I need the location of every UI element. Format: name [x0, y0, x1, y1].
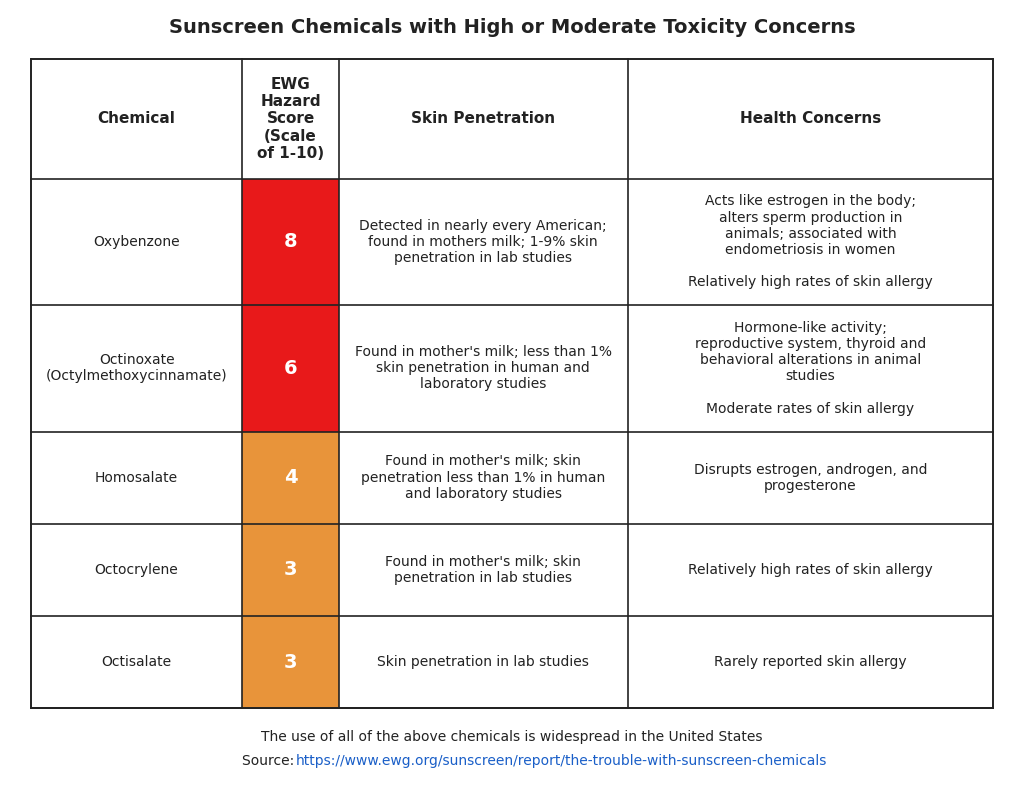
- Text: EWG
Hazard
Score
(Scale
of 1-10): EWG Hazard Score (Scale of 1-10): [257, 76, 325, 161]
- Text: 8: 8: [284, 232, 297, 251]
- Text: Rarely reported skin allergy: Rarely reported skin allergy: [714, 655, 906, 669]
- Text: 3: 3: [284, 560, 297, 579]
- Text: Acts like estrogen in the body;
alters sperm production in
animals; associated w: Acts like estrogen in the body; alters s…: [688, 194, 933, 290]
- Text: Skin penetration in lab studies: Skin penetration in lab studies: [377, 655, 589, 669]
- Bar: [243, 305, 339, 431]
- Text: https://www.ewg.org/sunscreen/report/the-trouble-with-sunscreen-chemicals: https://www.ewg.org/sunscreen/report/the…: [296, 754, 827, 768]
- Bar: [243, 524, 339, 616]
- Bar: [243, 431, 339, 524]
- Text: Relatively high rates of skin allergy: Relatively high rates of skin allergy: [688, 563, 933, 577]
- Text: 3: 3: [284, 652, 297, 671]
- Text: Health Concerns: Health Concerns: [739, 111, 881, 127]
- Bar: [243, 616, 339, 708]
- Text: The use of all of the above chemicals is widespread in the United States: The use of all of the above chemicals is…: [261, 730, 763, 745]
- Text: Octocrylene: Octocrylene: [95, 563, 178, 577]
- Text: Source:: Source:: [243, 754, 299, 768]
- Text: Sunscreen Chemicals with High or Moderate Toxicity Concerns: Sunscreen Chemicals with High or Moderat…: [169, 18, 855, 37]
- Bar: [31, 59, 993, 708]
- Text: Detected in nearly every American;
found in mothers milk; 1-9% skin
penetration : Detected in nearly every American; found…: [359, 219, 607, 265]
- Text: Octisalate: Octisalate: [101, 655, 172, 669]
- Text: 4: 4: [284, 468, 297, 487]
- Text: Homosalate: Homosalate: [95, 471, 178, 485]
- Text: 6: 6: [284, 359, 297, 378]
- Text: Skin Penetration: Skin Penetration: [411, 111, 555, 127]
- Text: Hormone-like activity;
reproductive system, thyroid and
behavioral alterations i: Hormone-like activity; reproductive syst…: [694, 321, 926, 416]
- Text: Found in mother's milk; skin
penetration less than 1% in human
and laboratory st: Found in mother's milk; skin penetration…: [361, 454, 605, 501]
- Text: Disrupts estrogen, androgen, and
progesterone: Disrupts estrogen, androgen, and progest…: [693, 463, 927, 493]
- Text: Octinoxate
(Octylmethoxycinnamate): Octinoxate (Octylmethoxycinnamate): [46, 353, 227, 383]
- Bar: [243, 179, 339, 305]
- Text: Found in mother's milk; less than 1%
skin penetration in human and
laboratory st: Found in mother's milk; less than 1% ski…: [354, 345, 611, 391]
- Text: Chemical: Chemical: [97, 111, 175, 127]
- Text: Found in mother's milk; skin
penetration in lab studies: Found in mother's milk; skin penetration…: [385, 555, 581, 585]
- Text: Oxybenzone: Oxybenzone: [93, 235, 180, 249]
